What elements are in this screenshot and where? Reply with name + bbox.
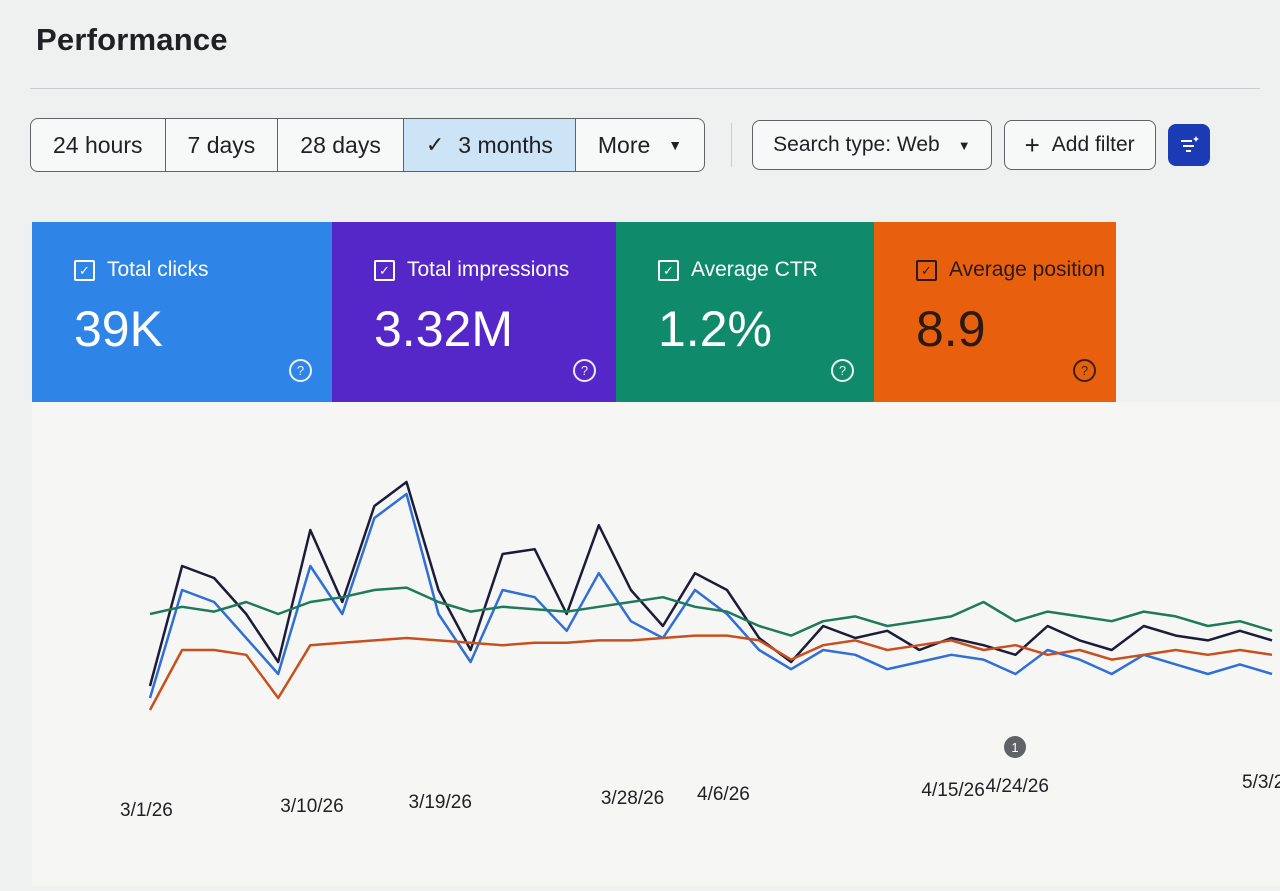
checkbox-checked-icon: ✓ [374, 259, 395, 281]
metric-value: 8.9 [916, 301, 986, 357]
date-range-3-months[interactable]: ✓ 3 months [403, 119, 576, 171]
date-range-label: 7 days [187, 131, 256, 158]
check-icon: ✓ [425, 132, 445, 157]
metric-value: 1.2% [658, 301, 772, 357]
x-axis-tick-label: 4/24/26 [985, 776, 1049, 797]
metric-label-text: Average position [949, 258, 1106, 281]
help-icon[interactable]: ? [1073, 359, 1096, 382]
metric-card-average-ctr[interactable]: ✓ Average CTR 1.2% ? [616, 222, 874, 402]
date-range-label: 28 days [300, 131, 381, 158]
metric-label: ✓ Average position [916, 258, 1105, 282]
help-icon[interactable]: ? [831, 359, 854, 382]
date-range-selector: 24 hours 7 days 28 days ✓ 3 months More ▼ [30, 118, 706, 172]
page-header: Performance [36, 22, 228, 58]
x-axis-tick-label: 4/6/26 [697, 784, 750, 805]
x-axis-tick-label: 3/1/26 [120, 800, 173, 821]
performance-chart-area: 1 3/1/26 3/10/26 3/19/26 3/28/26 4/6/26 4/15/… [32, 402, 1280, 886]
metric-label-text: Total clicks [107, 258, 209, 281]
add-filter-button[interactable]: + Add filter [1003, 120, 1156, 170]
metric-value: 39K [74, 301, 163, 357]
metric-card-total-impressions[interactable]: ✓ Total impressions 3.32M ? [332, 222, 616, 402]
metric-label: ✓ Average CTR [658, 258, 818, 282]
caret-down-icon: ▼ [957, 137, 971, 153]
date-range-24-hours[interactable]: 24 hours [31, 119, 166, 171]
help-icon[interactable]: ? [289, 359, 312, 382]
filter-settings-button[interactable] [1167, 124, 1210, 166]
date-range-label: 3 months [458, 131, 553, 158]
x-axis-tick-label: 4/15/26 [921, 780, 985, 801]
help-icon[interactable]: ? [573, 359, 596, 382]
checkbox-checked-icon: ✓ [74, 259, 95, 281]
date-range-28-days[interactable]: 28 days [278, 119, 404, 171]
x-axis-tick-label: 3/28/26 [600, 788, 665, 809]
performance-line-chart [148, 480, 1273, 711]
search-type-dropdown[interactable]: Search type: Web ▼ [752, 120, 992, 170]
metric-value: 3.32M [374, 301, 513, 357]
toolbar-divider [731, 123, 733, 167]
date-range-7-days[interactable]: 7 days [166, 119, 279, 171]
metric-label-text: Average CTR [691, 258, 818, 281]
search-type-label: Search type: Web [773, 133, 940, 156]
series-line-total-clicks [148, 492, 1273, 699]
metric-card-average-position[interactable]: ✓ Average position 8.9 ? [874, 222, 1116, 402]
series-line-total-impressions [148, 480, 1273, 687]
metric-label: ✓ Total clicks [74, 258, 209, 282]
add-filter-label: Add filter [1051, 133, 1135, 156]
more-label: More [597, 131, 651, 158]
date-range-more-dropdown[interactable]: More ▼ [576, 119, 704, 171]
page-title: Performance [36, 22, 228, 57]
x-axis-tick-label: 3/10/26 [280, 796, 344, 817]
toolbar: 24 hours 7 days 28 days ✓ 3 months More ▼ … [30, 118, 1210, 172]
x-axis-tick-label: 5/3/26 [1242, 772, 1280, 793]
series-line-average-ctr [149, 586, 1273, 637]
caret-down-icon: ▼ [668, 137, 683, 153]
metric-card-total-clicks[interactable]: ✓ Total clicks 39K ? [32, 222, 332, 402]
metric-label-text: Total impressions [407, 258, 570, 281]
plus-icon: + [1024, 130, 1040, 160]
metric-cards: ✓ Total clicks 39K ? ✓ Total impressions 3… [32, 222, 1116, 402]
series-line-average-position [148, 634, 1273, 711]
checkbox-checked-icon: ✓ [916, 259, 937, 281]
header-divider [30, 88, 1260, 89]
filter-sparkle-icon [1180, 136, 1199, 152]
x-axis-tick-label: 3/19/26 [408, 792, 472, 813]
chart-annotation-marker[interactable]: 1 [1004, 736, 1026, 758]
checkbox-checked-icon: ✓ [658, 259, 679, 281]
date-range-label: 24 hours [53, 131, 143, 158]
metric-label: ✓ Total impressions [374, 258, 569, 282]
